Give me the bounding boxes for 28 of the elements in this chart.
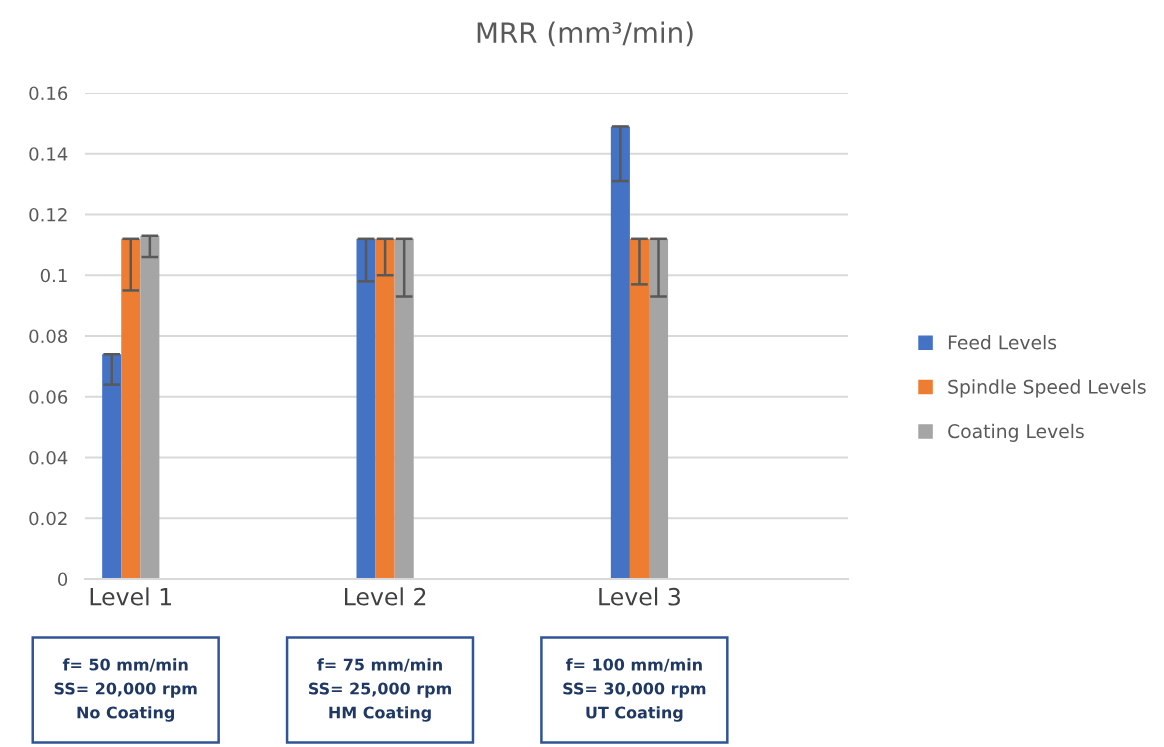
bar [102, 354, 122, 579]
bar [140, 235, 160, 579]
y-tick-label: 0.04 [29, 450, 68, 465]
y-tick-label: 0.02 [29, 511, 67, 526]
bar [629, 238, 649, 579]
y-tick-label: 0.08 [29, 329, 68, 344]
chart-title: MRR (mm³/min) [477, 21, 693, 47]
text: f= 50 mm/min SS= 20,000 rpm No Coating [54, 658, 197, 722]
y-tick-label: 0.16 [29, 86, 68, 101]
y-tick-label: 0 [58, 572, 68, 587]
bar [375, 238, 395, 579]
bar [356, 238, 376, 579]
bar [121, 238, 141, 579]
y-tick-label: 0.14 [29, 147, 68, 161]
legend-label: Coating Levels [948, 423, 1084, 442]
legend-label: Spindle Speed Levels [948, 379, 1146, 398]
text: f= 100 mm/min SS= 30,000 rpm UT Coating [563, 658, 706, 722]
y-tick-label: 0.1 [40, 268, 67, 283]
legend-label: Feed Levels [948, 334, 1057, 350]
bar [394, 238, 414, 579]
bar [610, 126, 630, 579]
x-tick-label: Level 3 [599, 587, 680, 606]
x-tick-label: Level 1 [90, 587, 172, 606]
x-tick-label: Level 2 [345, 587, 426, 606]
y-tick-label: 0.06 [29, 390, 68, 404]
y-tick-label: 0.12 [29, 207, 67, 222]
text: f= 75 mm/min SS= 25,000 rpm HM Coating [308, 658, 451, 722]
bar [648, 238, 669, 579]
